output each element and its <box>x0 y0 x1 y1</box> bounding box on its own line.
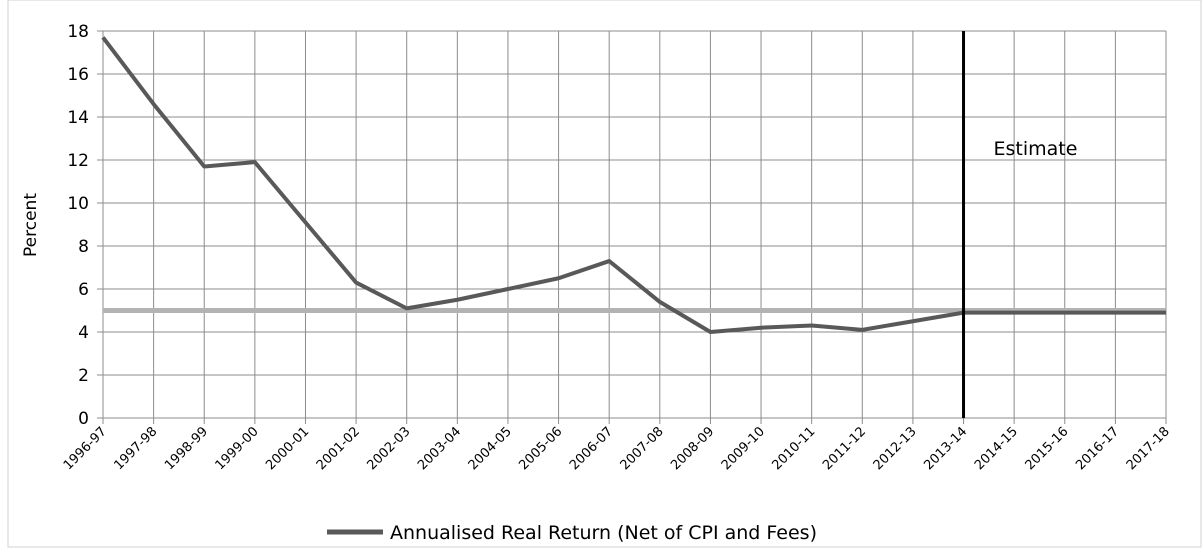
y-axis-label: Percent <box>21 193 41 257</box>
annotation: Estimate <box>994 138 1078 160</box>
x-tick-label: 2006-07 <box>567 424 616 473</box>
x-tick-label: 2004-05 <box>466 424 515 473</box>
y-tick-label: 12 <box>67 151 89 171</box>
x-tick-label: 2016-17 <box>1073 424 1122 473</box>
x-tick-label: 2008-09 <box>668 424 717 473</box>
x-tick-label: 2014-15 <box>972 424 1021 473</box>
y-tick-label: 2 <box>78 366 89 386</box>
x-tick-label: 2000-01 <box>263 424 312 473</box>
chart-frame <box>7 0 1202 548</box>
y-tick-label: 6 <box>78 280 89 300</box>
x-tick-label: 1997-98 <box>111 424 160 473</box>
y-tick-label: 4 <box>78 323 89 343</box>
x-tick-label: 1998-99 <box>162 424 211 473</box>
y-tick-label: 0 <box>78 409 89 429</box>
y-tick-label: 10 <box>67 194 89 214</box>
x-tick-label: 2001-02 <box>314 424 363 473</box>
x-tick-label: 2011-12 <box>820 424 869 473</box>
x-tick-label: 2009-10 <box>719 424 768 473</box>
y-tick-label: 8 <box>78 237 89 257</box>
y-tick-label: 16 <box>67 65 89 85</box>
series-line <box>101 36 1166 334</box>
x-tick-label: 2003-04 <box>415 424 464 473</box>
x-tick-label: 2005-06 <box>516 424 565 473</box>
x-tick-label: 2013-14 <box>921 424 970 473</box>
y-tick-label: 18 <box>67 22 89 42</box>
x-tick-label: 2012-13 <box>871 424 920 473</box>
x-tick-label: 2017-18 <box>1124 424 1173 473</box>
x-tick-label: 1996-97 <box>61 424 110 473</box>
legend-label: Annualised Real Return (Net of CPI and F… <box>390 522 817 544</box>
x-tick-label: 2007-08 <box>618 424 667 473</box>
x-tick-label: 2015-16 <box>1023 424 1072 473</box>
x-tick-label: 2002-03 <box>365 424 414 473</box>
x-tick-label: 2010-11 <box>769 424 818 473</box>
y-tick-label: 14 <box>67 108 89 128</box>
x-tick-label: 1999-00 <box>213 424 262 473</box>
